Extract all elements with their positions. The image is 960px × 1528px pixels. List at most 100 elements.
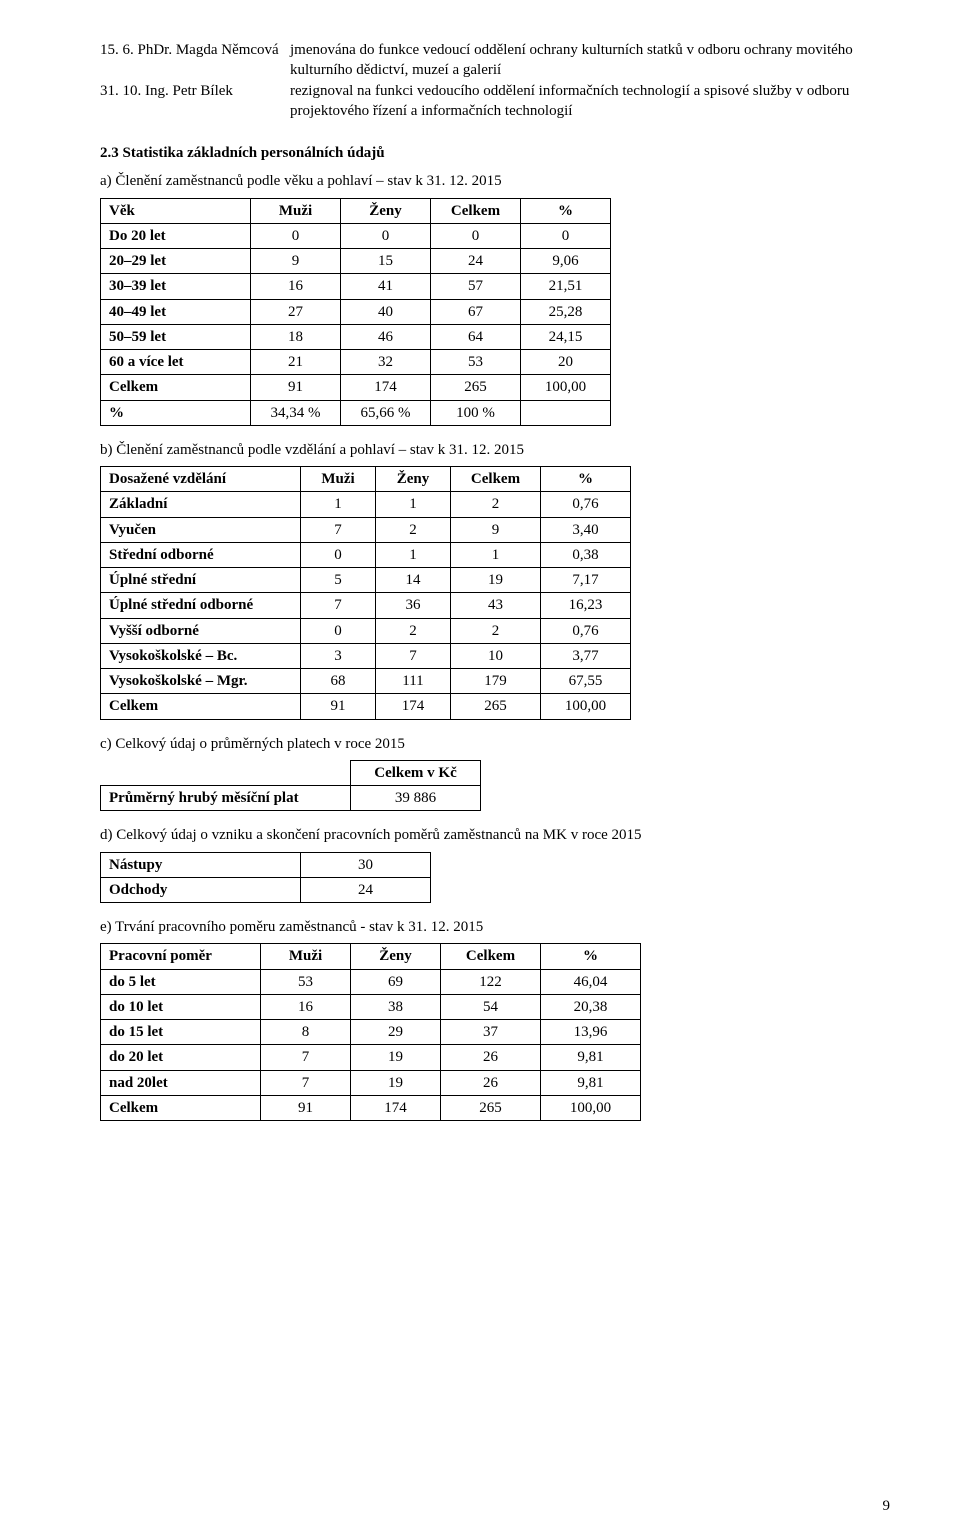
table-cell: do 10 let xyxy=(101,994,261,1019)
table-header-cell: Ženy xyxy=(341,198,431,223)
table-cell: Celkem xyxy=(101,375,251,400)
table-row: Odchody24 xyxy=(101,877,431,902)
table-cell: Do 20 let xyxy=(101,223,251,248)
table-e-container: Pracovní poměrMužiŽenyCelkem%do 5 let536… xyxy=(100,943,890,1121)
table-cell: % xyxy=(101,400,251,425)
table-cell: do 5 let xyxy=(101,969,261,994)
table-row: Vysokoškolské – Mgr.6811117967,55 xyxy=(101,669,631,694)
table-cell: Vyučen xyxy=(101,517,301,542)
table-cell: 18 xyxy=(251,324,341,349)
table-cell: 5 xyxy=(301,568,376,593)
table-cell: Vyšší odborné xyxy=(101,618,301,643)
table-row: Celkem91174265100,00 xyxy=(101,694,631,719)
table-header-cell: Celkem xyxy=(451,467,541,492)
table-row: do 20 let719269,81 xyxy=(101,1045,641,1070)
table-cell: 54 xyxy=(441,994,541,1019)
table-cell: 0,38 xyxy=(541,542,631,567)
table-header-cell: Ženy xyxy=(376,467,451,492)
table-cell: 100 % xyxy=(431,400,521,425)
table-cell: 265 xyxy=(431,375,521,400)
subsection-a-title: a) Členění zaměstnanců podle věku a pohl… xyxy=(100,171,890,191)
subsection-b-title: b) Členění zaměstnanců podle vzdělání a … xyxy=(100,440,890,460)
table-c-container: Celkem v KčPrůměrný hrubý měsíční plat39… xyxy=(100,760,890,812)
table-cell: 20–29 let xyxy=(101,249,251,274)
table-cell: 19 xyxy=(351,1045,441,1070)
table-cell: 16,23 xyxy=(541,593,631,618)
table-row: Vysokoškolské – Bc.37103,77 xyxy=(101,643,631,668)
table-row: do 5 let536912246,04 xyxy=(101,969,641,994)
table-cell: 29 xyxy=(351,1020,441,1045)
table-cell: 67,55 xyxy=(541,669,631,694)
table-cell: 20,38 xyxy=(541,994,641,1019)
data-table: Dosažené vzděláníMužiŽenyCelkem%Základní… xyxy=(100,466,631,720)
table-row: do 15 let8293713,96 xyxy=(101,1020,641,1045)
table-cell: 27 xyxy=(251,299,341,324)
table-d-container: Nástupy30Odchody24 xyxy=(100,852,890,904)
table-cell: Nástupy xyxy=(101,852,301,877)
table-cell: 0 xyxy=(431,223,521,248)
table-row: Průměrný hrubý měsíční plat39 886 xyxy=(101,786,481,811)
table-cell: Průměrný hrubý měsíční plat xyxy=(101,786,351,811)
table-cell: 13,96 xyxy=(541,1020,641,1045)
table-cell: 21,51 xyxy=(521,274,611,299)
table-cell: 16 xyxy=(261,994,351,1019)
table-cell: 0 xyxy=(251,223,341,248)
table-cell: 14 xyxy=(376,568,451,593)
table-cell: 69 xyxy=(351,969,441,994)
table-cell: 100,00 xyxy=(541,1095,641,1120)
table-cell: Celkem xyxy=(101,1095,261,1120)
table-cell: 8 xyxy=(261,1020,351,1045)
table-row: %34,34 %65,66 %100 % xyxy=(101,400,611,425)
table-cell: 265 xyxy=(451,694,541,719)
table-cell: 3 xyxy=(301,643,376,668)
table-header-row: Dosažené vzděláníMužiŽenyCelkem% xyxy=(101,467,631,492)
table-cell: 19 xyxy=(451,568,541,593)
table-cell: 21 xyxy=(251,350,341,375)
table-cell: Úplné střední xyxy=(101,568,301,593)
table-cell: 32 xyxy=(341,350,431,375)
table-cell: 2 xyxy=(451,618,541,643)
table-row: Základní1120,76 xyxy=(101,492,631,517)
table-row: Nástupy30 xyxy=(101,852,431,877)
table-cell: 9,81 xyxy=(541,1045,641,1070)
subsection-c-title: c) Celkový údaj o průměrných platech v r… xyxy=(100,734,890,754)
table-cell: 111 xyxy=(376,669,451,694)
table-row: do 10 let16385420,38 xyxy=(101,994,641,1019)
table-cell: 91 xyxy=(261,1095,351,1120)
table-cell: 41 xyxy=(341,274,431,299)
table-row: Do 20 let0000 xyxy=(101,223,611,248)
table-cell: 60 a více let xyxy=(101,350,251,375)
table-cell: 174 xyxy=(351,1095,441,1120)
table-row: Úplné střední514197,17 xyxy=(101,568,631,593)
table-header-row: Celkem v Kč xyxy=(101,760,481,785)
table-cell: Celkem xyxy=(101,694,301,719)
table-cell: Vysokoškolské – Bc. xyxy=(101,643,301,668)
section-2-3-title: 2.3 Statistika základních personálních ú… xyxy=(100,143,890,163)
table-header-cell: Muži xyxy=(301,467,376,492)
table-cell: 7 xyxy=(301,517,376,542)
table-cell: 2 xyxy=(376,618,451,643)
table-cell: 10 xyxy=(451,643,541,668)
table-header-cell: Dosažené vzdělání xyxy=(101,467,301,492)
table-cell: 16 xyxy=(251,274,341,299)
table-cell: 24,15 xyxy=(521,324,611,349)
table-cell: 67 xyxy=(431,299,521,324)
table-cell: 0 xyxy=(301,618,376,643)
table-cell: 1 xyxy=(451,542,541,567)
table-cell: 68 xyxy=(301,669,376,694)
table-cell: 9,06 xyxy=(521,249,611,274)
table-row: Vyučen7293,40 xyxy=(101,517,631,542)
table-cell: 37 xyxy=(441,1020,541,1045)
table-cell: Základní xyxy=(101,492,301,517)
table-row: 40–49 let27406725,28 xyxy=(101,299,611,324)
table-cell: Vysokoškolské – Mgr. xyxy=(101,669,301,694)
table-cell: 100,00 xyxy=(521,375,611,400)
subsection-d-title: d) Celkový údaj o vzniku a skončení prac… xyxy=(100,825,890,845)
table-cell: 65,66 % xyxy=(341,400,431,425)
table-cell: 46 xyxy=(341,324,431,349)
table-cell: 38 xyxy=(351,994,441,1019)
table-cell: 174 xyxy=(341,375,431,400)
table-cell: 19 xyxy=(351,1070,441,1095)
table-header-row: VěkMužiŽenyCelkem% xyxy=(101,198,611,223)
table-cell: 0 xyxy=(521,223,611,248)
